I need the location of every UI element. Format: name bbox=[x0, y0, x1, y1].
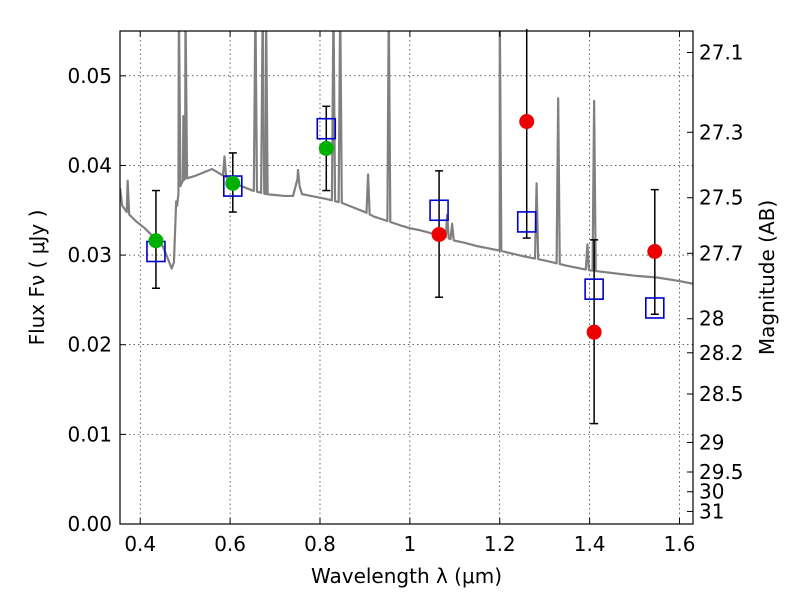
observed-point bbox=[431, 226, 447, 242]
x-tick-label: 0.4 bbox=[124, 532, 156, 556]
model-square-marker bbox=[429, 199, 449, 222]
model-square-marker bbox=[584, 278, 604, 300]
right-tick-label: 27.3 bbox=[699, 120, 744, 144]
y-tick-label: 0.02 bbox=[67, 333, 112, 357]
observed-point bbox=[647, 244, 663, 260]
x-tick-label: 1.2 bbox=[484, 532, 516, 556]
right-tick-label: 29.5 bbox=[699, 460, 744, 484]
model-square-marker bbox=[316, 117, 337, 140]
y-tick-label: 0.01 bbox=[67, 422, 112, 446]
right-tick-label: 31 bbox=[699, 499, 724, 523]
right-tick-label: 28.5 bbox=[699, 382, 744, 406]
observed-point bbox=[586, 324, 602, 340]
right-tick-label: 29 bbox=[699, 430, 724, 454]
x-tick-label: 0.6 bbox=[214, 532, 246, 556]
x-tick-label: 0.8 bbox=[304, 532, 336, 556]
observed-point bbox=[225, 175, 241, 191]
plot-frame bbox=[119, 30, 694, 525]
y-tick-label: 0.05 bbox=[67, 64, 112, 88]
y-axis-right-label: Magnitude (AB) bbox=[755, 200, 779, 355]
observed-point bbox=[519, 114, 535, 130]
marker-layer bbox=[146, 114, 665, 340]
right-tick-label: 27.5 bbox=[699, 186, 744, 210]
right-tick-label: 28 bbox=[699, 307, 724, 331]
right-tick-label: 30 bbox=[699, 480, 724, 504]
spectrum-layer bbox=[120, 31, 693, 285]
x-axis-label: Wavelength λ (μm) bbox=[311, 564, 502, 588]
grid bbox=[120, 31, 693, 525]
x-tick-label: 1.4 bbox=[574, 532, 606, 556]
spectrum-line bbox=[120, 31, 693, 285]
right-tick-label: 28.2 bbox=[699, 341, 744, 365]
right-tick-label: 27.1 bbox=[699, 41, 744, 65]
model-square-marker bbox=[644, 297, 665, 319]
y-tick-label: 0.03 bbox=[67, 243, 112, 267]
observed-point bbox=[318, 140, 334, 156]
model-square-marker bbox=[516, 211, 537, 233]
x-tick-label: 1 bbox=[404, 532, 417, 556]
y-axis-label: Flux Fν ( μJy ) bbox=[25, 210, 49, 346]
x-tick-label: 1.6 bbox=[664, 532, 696, 556]
y-tick-label: 0.00 bbox=[67, 512, 112, 536]
observed-point bbox=[148, 233, 164, 249]
tick-layer: 0.4 0.6 0.8 1 1.2 1.4 1.6 0.00 0.01 0.02 0.03 0.04 0… bbox=[67, 31, 744, 556]
right-tick-label: 27.7 bbox=[699, 241, 744, 265]
y-tick-label: 0.04 bbox=[67, 153, 112, 177]
